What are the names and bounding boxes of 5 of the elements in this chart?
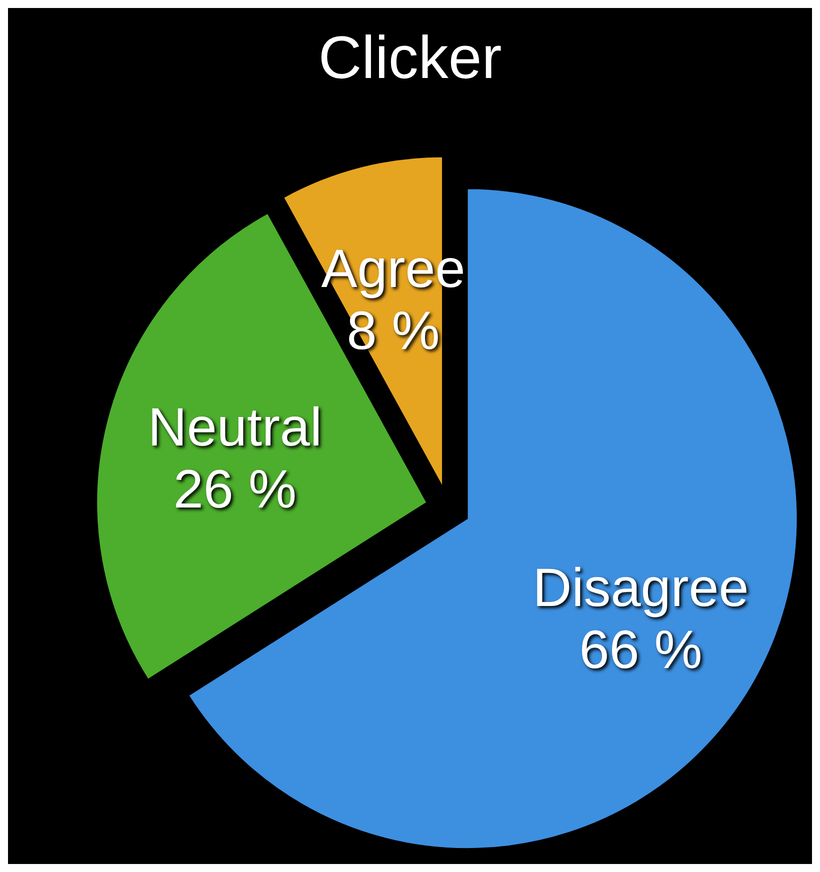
data-label: 66 % — [579, 620, 702, 680]
slice-label: Neutral — [148, 397, 322, 458]
slice-label: Disagree — [532, 558, 749, 618]
chart-title: Clicker — [318, 24, 502, 91]
data-label: 26 % — [173, 459, 296, 520]
